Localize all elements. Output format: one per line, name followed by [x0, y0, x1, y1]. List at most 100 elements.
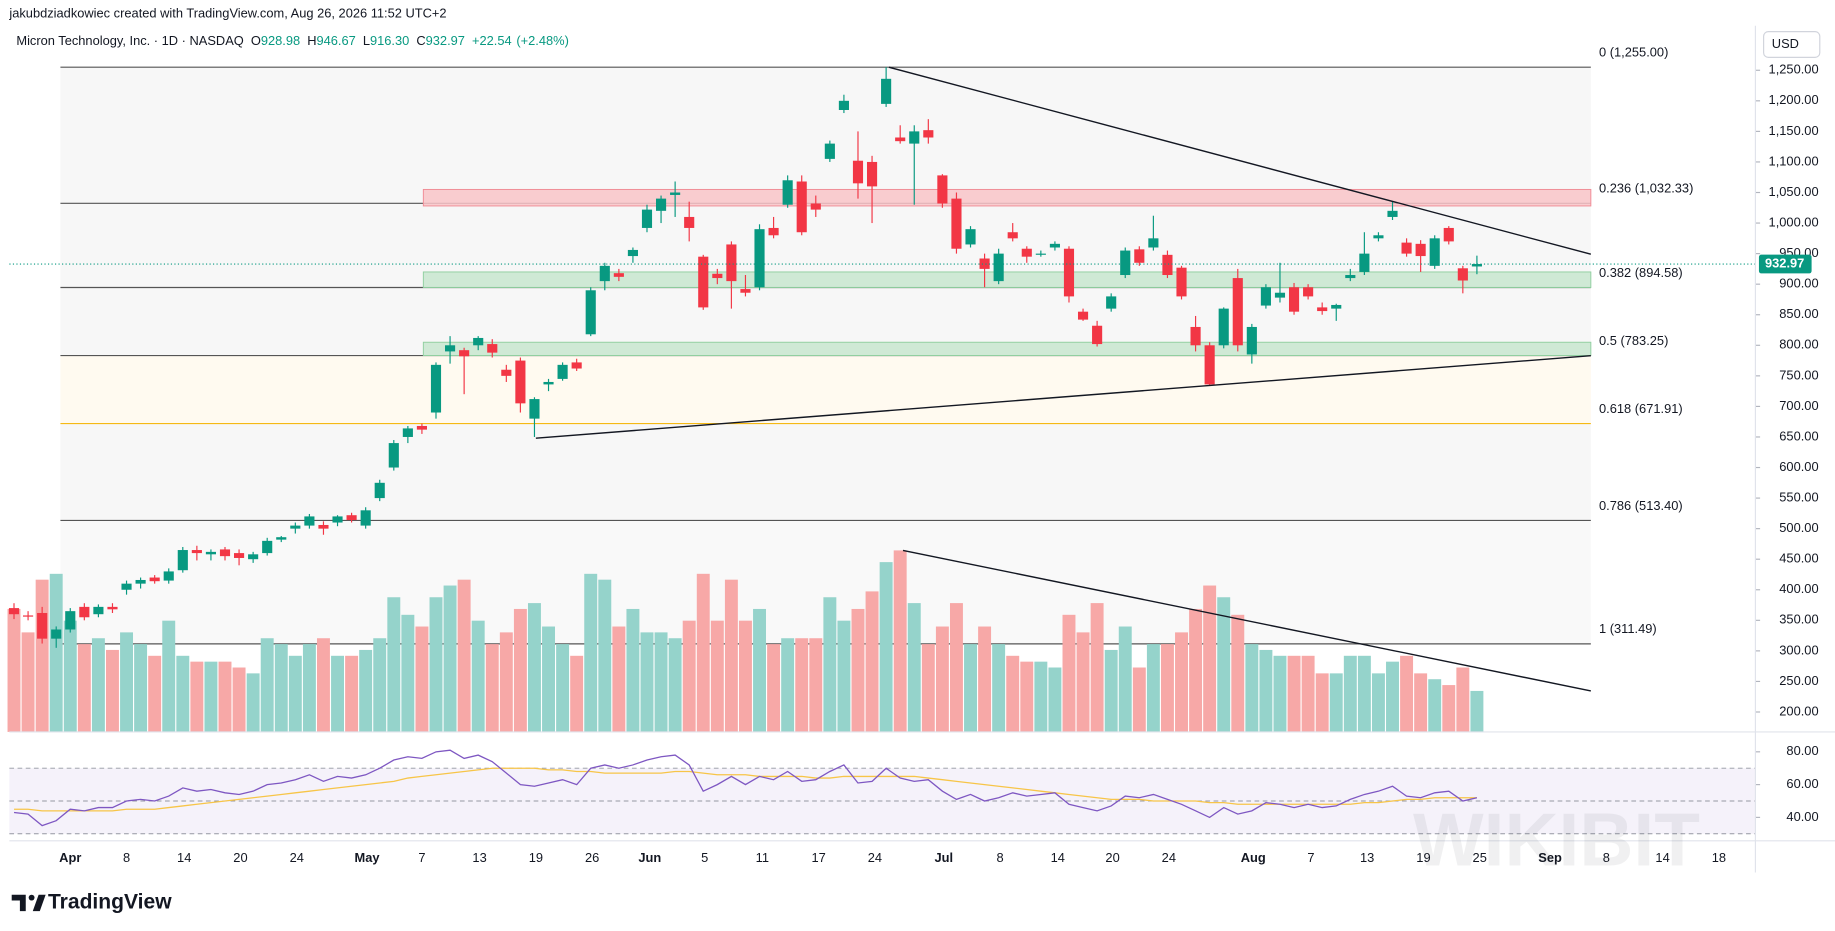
- candle-body: [473, 337, 484, 346]
- volume-bar: [302, 644, 316, 732]
- candle-body: [909, 131, 920, 144]
- volume-bar: [682, 620, 696, 732]
- volume-bar: [626, 608, 640, 732]
- candle-body: [191, 550, 202, 554]
- volume-bar: [893, 550, 907, 732]
- volume-bar: [570, 655, 584, 732]
- candle-body: [515, 360, 526, 404]
- last-price-label: 932.97: [1765, 255, 1804, 270]
- volume-bar: [120, 632, 134, 732]
- candle-body: [599, 265, 610, 282]
- volume-bar: [851, 608, 865, 732]
- volume-bar: [21, 632, 35, 732]
- rsi-ma-line: [14, 767, 1477, 812]
- y-tick-label: 1,200.00: [1769, 92, 1819, 107]
- candle-body: [1204, 345, 1215, 385]
- volume-bar: [978, 626, 992, 732]
- volume-bar: [527, 603, 541, 732]
- volume-bar: [288, 655, 302, 732]
- logo-icon: [32, 894, 46, 912]
- fib-band: [60, 423, 1591, 521]
- candle-body: [740, 289, 751, 293]
- y-tick-label: 450.00: [1779, 551, 1818, 566]
- volume-bar: [204, 661, 218, 732]
- candle-body: [65, 611, 76, 630]
- candle-body: [529, 399, 540, 419]
- candle-body: [1429, 238, 1440, 266]
- candle-body: [1134, 249, 1145, 263]
- candle-body: [782, 180, 793, 205]
- volume-bar: [274, 644, 288, 732]
- candle-body: [430, 364, 442, 413]
- volume-bar: [556, 644, 570, 732]
- volume-bar: [77, 644, 91, 732]
- volume-bar: [387, 597, 401, 732]
- volume-bar: [1343, 655, 1357, 732]
- volume-bar: [1160, 644, 1174, 732]
- x-tick-label: 20: [233, 850, 247, 865]
- candle-body: [1218, 308, 1229, 346]
- candle-body: [1106, 296, 1117, 309]
- volume-bar: [1104, 649, 1118, 732]
- candle-body: [1288, 287, 1300, 312]
- x-tick-label: 8: [996, 850, 1003, 865]
- candle-body: [1035, 253, 1046, 255]
- volume-bar: [584, 573, 598, 732]
- candle-body: [1063, 248, 1075, 297]
- y-tick-label: 1,250.00: [1769, 62, 1819, 77]
- rsi-line: [13, 749, 1478, 827]
- volume-bar: [1132, 667, 1146, 732]
- candle-body: [1443, 227, 1454, 242]
- candle-body: [374, 482, 385, 499]
- fib-band: [60, 355, 1591, 424]
- volume-bar: [260, 638, 274, 732]
- x-tick-label: Jun: [638, 850, 661, 865]
- volume-bar: [1189, 608, 1203, 732]
- currency-box[interactable]: [1763, 31, 1821, 58]
- candle-body: [487, 344, 498, 353]
- candle-body: [248, 554, 259, 560]
- fib-label: 0.786 (513.40): [1599, 498, 1683, 513]
- y-tick-label: 550.00: [1779, 489, 1818, 504]
- y-tick-label: 250.00: [1779, 673, 1818, 688]
- volume-bar: [1357, 655, 1371, 732]
- volume-bar: [316, 638, 330, 732]
- volume-bar: [162, 620, 176, 732]
- x-tick-label: 14: [1655, 850, 1669, 865]
- candle-body: [937, 175, 948, 204]
- volume-bar: [148, 655, 162, 732]
- volume-bar: [429, 597, 443, 732]
- volume-bar: [949, 603, 963, 732]
- candle-body: [37, 612, 48, 639]
- x-tick-label: Sep: [1538, 850, 1562, 865]
- legend-value: 928.98: [261, 34, 300, 49]
- y-tick-label: 200.00: [1779, 703, 1818, 718]
- x-tick-label: Aug: [1241, 850, 1266, 865]
- y-tick-label: 1,100.00: [1769, 153, 1819, 168]
- candle-body: [332, 516, 343, 523]
- volume-bar: [598, 579, 612, 732]
- x-tick-label: 13: [472, 850, 486, 865]
- volume-bar: [753, 608, 766, 732]
- y-tick-label: 1,050.00: [1769, 184, 1819, 199]
- volume-bar: [1400, 655, 1414, 732]
- volume-bar: [1062, 614, 1076, 732]
- candle-body: [965, 229, 976, 245]
- candle-body: [979, 258, 990, 269]
- candle-body: [416, 425, 427, 430]
- volume-bar: [1090, 603, 1104, 732]
- candle-body: [1345, 275, 1356, 279]
- candle-body: [276, 537, 287, 540]
- volume-bar: [1245, 644, 1259, 732]
- candle-body: [585, 290, 596, 335]
- candle-body: [262, 540, 273, 554]
- candle-body: [205, 551, 216, 555]
- rsi-tick-label: 60.00: [1786, 776, 1818, 791]
- candle-body: [1049, 243, 1060, 248]
- legend-value: 916.30: [370, 34, 409, 49]
- candle-body: [135, 579, 146, 584]
- x-tick-label: 11: [756, 850, 769, 865]
- volume-bar: [612, 626, 626, 732]
- candle-body: [698, 256, 709, 308]
- candle-body: [1007, 232, 1018, 239]
